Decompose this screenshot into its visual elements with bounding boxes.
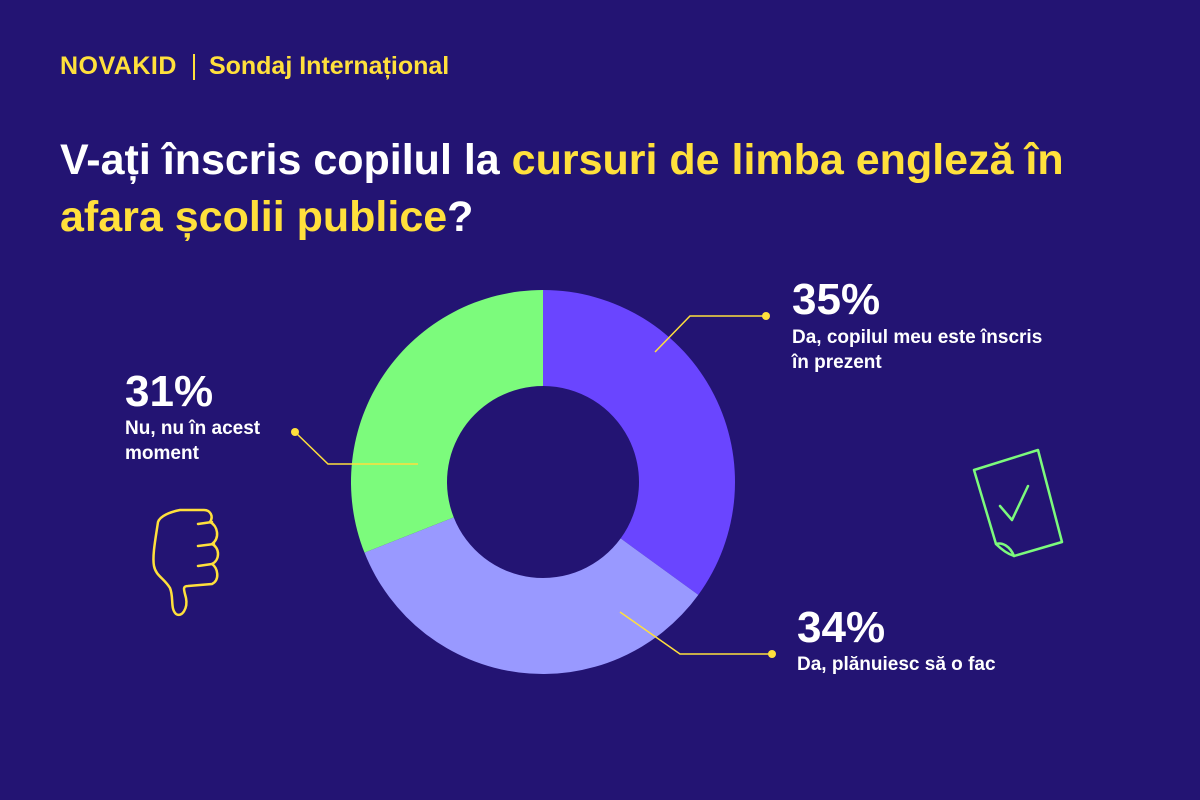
slice-pct-yes-plan: 34%	[797, 603, 886, 652]
slice-yes-plan	[364, 517, 699, 675]
leader-line-yes-now	[654, 315, 766, 353]
leader-dot-yes-plan	[768, 650, 776, 658]
slice-pct-yes-now: 35%	[792, 275, 881, 324]
brand-subtitle: Sondaj Internațional	[208, 52, 450, 80]
leader-dot-no	[291, 428, 299, 436]
document-check-icon	[972, 448, 1064, 558]
slice-label-no: Nu, nu în acest moment	[125, 418, 261, 464]
slice-label-yes-plan: Da, plănuiesc să o fac	[797, 654, 996, 675]
chart-slices	[351, 290, 736, 675]
slice-label-yes-now: Da, copilul meu este înscris în prezent	[792, 327, 1043, 373]
thumbs-down-icon	[152, 508, 220, 617]
novakid-logo: NOVAKID	[60, 52, 177, 80]
leader-line-no	[294, 431, 418, 465]
slice-yes-now	[543, 290, 736, 595]
title-part-2: ?	[447, 193, 474, 241]
page-title: V-ați înscris copilul la cursuri de limb…	[60, 132, 1110, 246]
brand-header: NOVAKID Sondaj Internațional	[60, 52, 449, 81]
brand-separator	[192, 53, 195, 80]
leader-dot-yes-now	[762, 312, 770, 320]
leader-line-yes-plan	[619, 611, 772, 655]
slice-pct-no: 31%	[125, 367, 214, 416]
title-highlight: cursuri de limba engleză în afara școlii…	[60, 136, 1064, 241]
slice-no	[351, 290, 543, 553]
title-part-1: V-ați înscris copilul la	[60, 136, 512, 184]
